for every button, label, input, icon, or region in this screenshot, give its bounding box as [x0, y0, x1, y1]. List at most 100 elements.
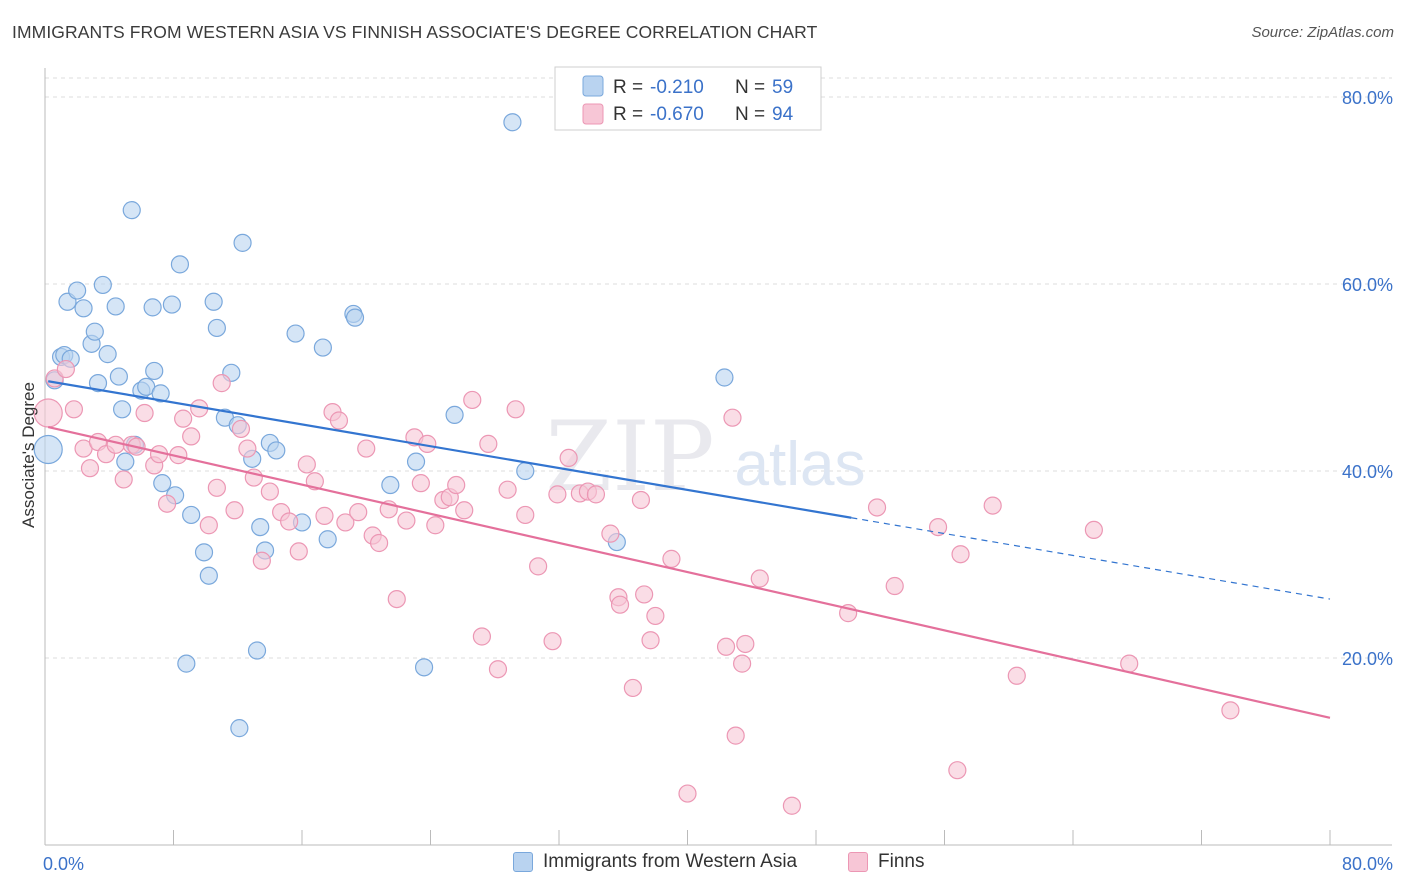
point-finns [472, 627, 491, 646]
trend-line [48, 380, 852, 519]
point-finns [463, 390, 482, 410]
source-label: Source: ZipAtlas.com [1251, 24, 1394, 41]
point-finns [397, 511, 416, 530]
legend-swatch [848, 852, 868, 872]
legend-r-value: -0.210 [650, 77, 704, 98]
point-finns [207, 478, 226, 497]
point-western-asia [715, 368, 734, 387]
point-finns [411, 474, 430, 493]
y-tick-label: 60.0% [1342, 275, 1393, 295]
point-finns [157, 494, 177, 513]
point-finns [948, 761, 967, 780]
y-tick-label: 20.0% [1342, 649, 1393, 669]
point-western-asia [88, 374, 108, 393]
point-western-asia [74, 299, 93, 318]
point-western-asia [503, 113, 522, 132]
legend-label: Immigrants from Western Asia [543, 851, 798, 872]
point-finns [885, 576, 904, 596]
point-finns [357, 439, 376, 458]
point-finns [455, 501, 474, 520]
legend-n-label: N = [735, 104, 765, 125]
point-western-asia [230, 719, 249, 738]
legend-r-label: R = [613, 77, 643, 98]
chart-title: IMMIGRANTS FROM WESTERN ASIA VS FINNISH … [12, 22, 818, 42]
point-finns [370, 533, 389, 553]
point-finns [662, 549, 681, 568]
point-western-asia [162, 295, 181, 314]
point-western-asia [194, 543, 214, 562]
point-western-asia [345, 308, 365, 327]
point-western-asia [313, 338, 332, 357]
point-finns [1084, 520, 1103, 540]
legend-item-western-asia[interactable]: Immigrants from Western Asia [513, 851, 797, 873]
point-finns [225, 501, 244, 520]
point-finns [479, 434, 498, 453]
point-western-asia [182, 505, 201, 525]
point-finns [238, 439, 257, 458]
point-western-asia [233, 233, 252, 252]
point-western-asia [247, 641, 267, 660]
x-tick-label: 0.0% [43, 854, 84, 874]
point-finns [56, 359, 75, 379]
legend-n-value: 59 [772, 77, 793, 98]
point-finns [641, 631, 660, 650]
point-western-asia [177, 654, 196, 673]
trend-lines [47, 380, 1331, 719]
point-western-asia [381, 475, 400, 495]
point-western-asia [170, 255, 190, 274]
point-finns [782, 796, 802, 815]
point-finns [114, 470, 133, 489]
legend-n-value: 94 [772, 104, 794, 125]
point-finns [723, 408, 742, 427]
point-western-asia [93, 275, 112, 295]
point-finns [199, 516, 218, 535]
point-finns [516, 505, 535, 525]
point-western-asia [151, 384, 170, 403]
point-finns [646, 606, 665, 626]
point-finns [983, 496, 1002, 515]
point-finns [506, 400, 525, 419]
point-finns [289, 542, 308, 561]
point-finns [231, 419, 251, 439]
legend-label: Finns [878, 851, 925, 872]
point-western-asia [318, 530, 337, 549]
legend-item-finns[interactable]: Finns [848, 851, 924, 873]
point-finns [336, 513, 355, 532]
point-western-asia [251, 517, 270, 537]
point-finns [586, 485, 606, 504]
point-western-asia [106, 297, 125, 316]
y-tick-label: 80.0% [1342, 88, 1393, 108]
point-western-asia [116, 452, 135, 471]
point-finns [488, 660, 508, 679]
point-finns [447, 475, 466, 495]
point-finns [212, 374, 231, 393]
point-finns [610, 595, 630, 614]
point-western-asia [68, 281, 87, 300]
point-finns [498, 480, 517, 499]
point-western-asia [286, 324, 305, 343]
point-finns [387, 589, 406, 609]
legend-bottom: Immigrants from Western Asia Finns [0, 851, 1406, 879]
point-finns [716, 637, 736, 656]
point-western-asia [199, 566, 218, 585]
point-finns [80, 459, 100, 478]
point-finns [726, 726, 745, 745]
point-finns [1120, 654, 1139, 673]
point-finns [252, 551, 271, 570]
point-finns [548, 485, 567, 504]
point-finns [135, 403, 154, 423]
point-finns [1221, 701, 1240, 720]
point-western-asia [109, 367, 128, 386]
point-finns [1007, 666, 1026, 685]
point-finns [867, 498, 887, 517]
point-finns [349, 503, 368, 522]
legend-swatch-blue [582, 75, 604, 97]
x-tick-labels: 0.0% 80.0% [43, 854, 1393, 874]
point-finns [601, 524, 620, 543]
point-western-asia [153, 474, 172, 493]
point-western-asia [85, 322, 104, 341]
point-western-asia [112, 400, 132, 419]
point-western-asia [98, 345, 117, 364]
legend-top: R = -0.210 N = 59 R = -0.670 N = 94 [554, 66, 822, 131]
